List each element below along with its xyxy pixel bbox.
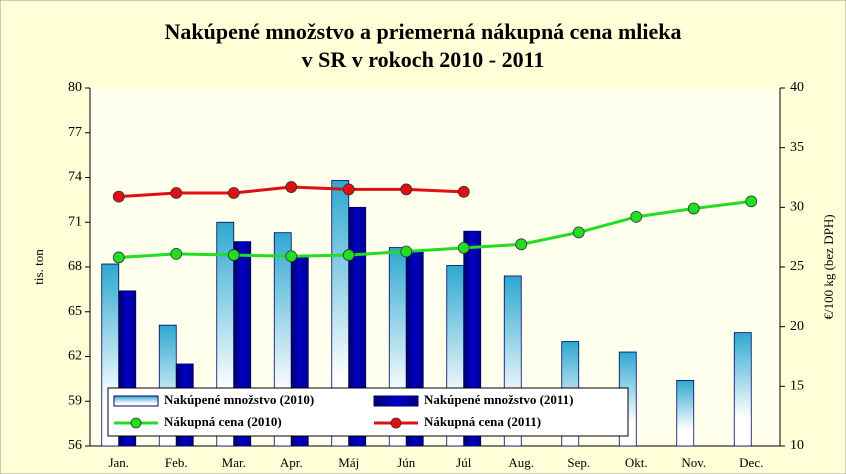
x-tick-label: Apr. bbox=[280, 455, 303, 470]
y2-axis-label: €/100 kg (bez DPH) bbox=[821, 214, 836, 319]
bar bbox=[733, 332, 752, 447]
y-axis-label: tis. ton bbox=[31, 249, 46, 285]
marker bbox=[342, 183, 355, 196]
y-tick-label: 56 bbox=[68, 438, 82, 453]
marker bbox=[457, 185, 470, 198]
y2-tick-label: 15 bbox=[790, 379, 804, 394]
y2-tick-label: 10 bbox=[790, 438, 804, 453]
x-tick-label: Jan. bbox=[108, 455, 129, 470]
x-tick-label: Sep. bbox=[567, 455, 590, 470]
legend-swatch bbox=[130, 417, 142, 429]
legend-label: Nakúpené množstvo (2010) bbox=[164, 392, 314, 407]
marker bbox=[285, 181, 298, 193]
marker bbox=[170, 187, 183, 199]
y-tick-label: 62 bbox=[68, 349, 82, 364]
y-tick-label: 68 bbox=[68, 259, 82, 274]
line bbox=[118, 199, 752, 259]
y-tick-label: 65 bbox=[68, 304, 82, 319]
bar bbox=[348, 206, 367, 447]
bar bbox=[676, 379, 695, 447]
y2-tick-label: 20 bbox=[790, 319, 804, 334]
legend-swatch bbox=[113, 395, 159, 407]
x-tick-label: Mar. bbox=[222, 455, 246, 470]
marker bbox=[572, 226, 585, 239]
legend-label: Nákupná cena (2011) bbox=[424, 414, 541, 429]
legend-label: Nákupná cena (2010) bbox=[164, 414, 282, 429]
y-tick-label: 59 bbox=[68, 393, 82, 408]
x-tick-label: Feb. bbox=[165, 455, 188, 470]
x-tick-label: Máj bbox=[338, 455, 359, 470]
chart-title: Nakúpené množstvo a priemerná nákupná ce… bbox=[164, 19, 681, 44]
marker bbox=[745, 195, 758, 208]
x-tick-label: Júl bbox=[456, 455, 472, 470]
x-tick-label: Dec. bbox=[739, 455, 763, 470]
marker bbox=[630, 210, 643, 223]
legend bbox=[107, 387, 629, 437]
marker bbox=[285, 250, 298, 263]
x-tick-label: Okt. bbox=[625, 455, 648, 470]
marker bbox=[227, 249, 240, 261]
x-tick-label: Jún bbox=[397, 455, 416, 470]
legend-swatch bbox=[390, 417, 402, 429]
y-tick-label: 74 bbox=[68, 170, 82, 185]
y-tick-label: 77 bbox=[68, 125, 82, 140]
marker bbox=[400, 183, 413, 196]
y2-tick-label: 25 bbox=[790, 259, 804, 274]
marker bbox=[342, 249, 355, 261]
marker bbox=[457, 242, 470, 254]
marker bbox=[227, 187, 240, 199]
marker bbox=[400, 245, 413, 258]
y2-tick-label: 30 bbox=[790, 200, 804, 215]
marker bbox=[112, 190, 125, 203]
y2-tick-label: 40 bbox=[790, 80, 804, 95]
marker bbox=[515, 238, 528, 251]
marker bbox=[112, 251, 125, 264]
legend-swatch bbox=[373, 395, 419, 407]
marker bbox=[687, 202, 700, 215]
marker bbox=[170, 247, 183, 260]
x-tick-label: Aug. bbox=[508, 455, 534, 470]
y2-tick-label: 35 bbox=[790, 140, 804, 155]
y-tick-label: 80 bbox=[68, 80, 82, 95]
chart-title: v SR v rokoch 2010 - 2011 bbox=[302, 47, 545, 72]
x-tick-label: Nov. bbox=[681, 455, 706, 470]
legend-label: Nakúpené množstvo (2011) bbox=[424, 392, 574, 407]
plot-area bbox=[90, 88, 780, 446]
y-tick-label: 71 bbox=[68, 214, 82, 229]
